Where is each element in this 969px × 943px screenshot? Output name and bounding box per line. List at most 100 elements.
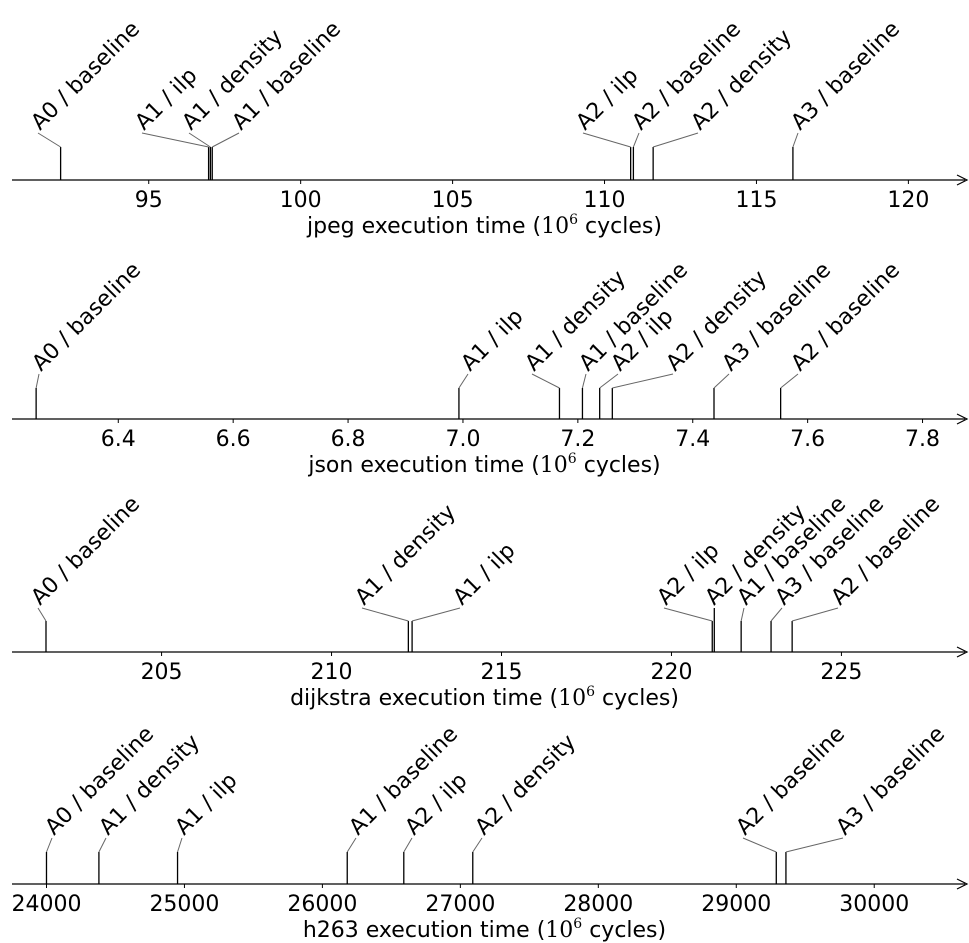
axis-title-unit: cycles [585,214,653,239]
event-label: A0 / baseline [27,17,146,136]
event-connector [411,607,461,622]
event-connector [35,373,40,389]
event-connector [581,373,587,389]
axis-title-close: ) [652,453,661,478]
tick-label: 27000 [425,892,495,917]
tick-label: 220 [650,660,692,685]
event-connector [458,373,469,389]
event-connector [652,132,699,148]
tick-label: 7.2 [560,427,595,452]
event-connector [632,132,640,148]
event-connector [403,837,413,853]
event-connector [612,373,674,389]
event-connector [740,607,745,622]
tick-label: 205 [141,660,183,685]
axis-arrow [956,174,969,186]
axis-title-unit: cycles [589,918,657,943]
tick-label: 30000 [839,892,909,917]
timeline-1: 6.4 6.6 6.8 7.0 7.2 7.4 7.6 7.8 json execution t… [12,258,969,478]
event-label: A1 / ilp [449,538,521,610]
tick-label: 24000 [11,892,81,917]
tick-label: 110 [584,188,626,213]
event-label: A0 / baseline [27,492,146,611]
tick-label: 7.4 [675,427,710,452]
event-connector [742,837,777,853]
axis-title-base: 10 [558,686,586,711]
event-connector [141,132,209,148]
tick-label: 7.0 [445,427,480,452]
tick-label: 120 [887,188,929,213]
tick-label: 26000 [287,892,357,917]
tick-label: 95 [135,188,163,213]
tick-label: 7.8 [905,427,940,452]
tick-label: 215 [480,660,522,685]
event-label: A1 / density [351,500,461,610]
event-connector [582,132,631,148]
event-connector [599,373,619,389]
axis-title-space [595,686,602,711]
event-label: A0 / baseline [28,258,147,377]
event-connector [785,837,844,853]
timeline-3: 24000 25000 26000 27000 28000 29000 30000 h263 … [11,722,969,943]
event-label: A2 / density [471,730,581,840]
event-label: A1 / ilp [457,304,529,376]
axis-title-unit: cycles [602,686,670,711]
tick-label: 105 [432,188,474,213]
event-connector [37,132,61,148]
axis-title-base: 10 [545,918,573,943]
axis-title-paren: ( [526,214,542,239]
axis-title-exponent: 6 [569,212,578,228]
tick-label: 115 [735,188,777,213]
tick-label: 6.8 [331,427,366,452]
axis-title-space [578,214,585,239]
timeline-2: 205 210 215 220 225 dijkstra execution time (… [12,492,969,711]
axis-title-exponent: 6 [586,684,595,700]
event-connector [98,837,107,853]
event-connector [791,607,839,622]
tick-label: 225 [820,660,862,685]
axis-title-base: 10 [540,453,568,478]
event-connector [177,837,183,853]
event-connector [46,837,53,853]
axis-title: json execution time (106 cycles) [307,451,660,478]
axis-title: dijkstra execution time (106 cycles) [290,684,679,711]
axis-title: jpeg execution time (106 cycles) [306,212,662,239]
axis-title-paren: ( [524,453,540,478]
axis-title-name: dijkstra execution time [290,686,542,711]
axis-arrow [956,413,969,425]
tick-label: 100 [280,188,322,213]
tick-label: 210 [311,660,353,685]
axis-arrow [956,646,969,658]
event-connector [188,132,211,148]
axis-title-base: 10 [541,214,569,239]
timeline-0: 95 100 105 110 115 120 jpeg execution time (10… [12,17,969,239]
axis-title-exponent: 6 [573,916,582,932]
event-connector [212,132,240,148]
event-connector [531,373,560,389]
axis-title-paren: ( [530,918,546,943]
tick-label: 6.4 [101,427,136,452]
axis-title-name: jpeg execution time [306,214,525,239]
event-label: A3 / baseline [787,17,906,136]
event-connector [346,837,357,853]
event-label: A2 / ilp [572,63,644,135]
event-connector [663,607,713,622]
tick-label: 25000 [149,892,219,917]
axis-title-exponent: 6 [568,451,577,467]
tick-label: 7.6 [790,427,825,452]
axis-arrow [956,878,969,890]
event-connector [472,837,483,853]
axis-title-space [577,453,584,478]
event-connector [780,373,799,389]
tick-label: 6.6 [216,427,251,452]
event-connector [792,132,799,148]
tick-label: 29000 [701,892,771,917]
event-connector [37,607,47,622]
axis-title-unit: cycles [584,453,652,478]
event-connector [361,607,409,622]
axis-title-close: ) [670,686,679,711]
tick-label: 28000 [563,892,633,917]
axis-title: h263 execution time (106 cycles) [303,916,666,943]
axis-title-space [582,918,589,943]
